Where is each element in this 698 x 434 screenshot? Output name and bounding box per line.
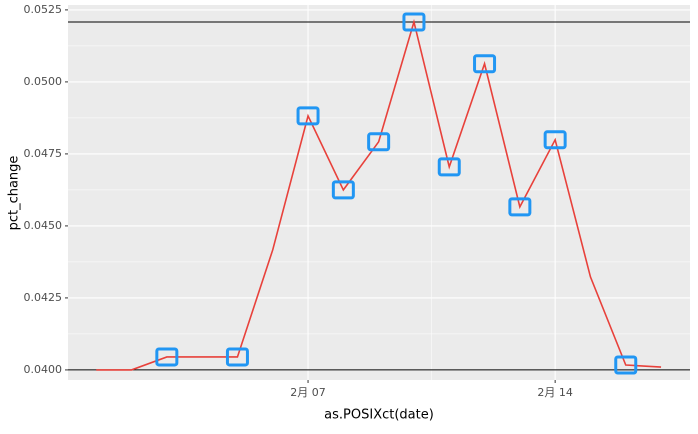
highlight-marker [331, 180, 355, 200]
highlight-marker [296, 106, 320, 126]
highlight-marker [437, 157, 461, 177]
highlight-marker [614, 355, 638, 375]
highlight-marker [508, 197, 532, 217]
highlight-marker [402, 12, 426, 32]
x-tick-label: 2月 14 [537, 386, 573, 399]
y-tick-label: 0.0425 [24, 291, 63, 304]
y-axis-title: pct_change [7, 156, 22, 231]
line [96, 18, 662, 371]
highlight-marker [155, 347, 179, 367]
y-tick-label: 0.0400 [24, 363, 63, 376]
plot-panel [68, 5, 690, 380]
highlight-marker [225, 347, 249, 367]
y-tick-label: 0.0450 [24, 219, 63, 232]
highlight-marker [543, 130, 567, 150]
x-tick-label: 2月 07 [290, 386, 326, 399]
y-tick-label: 0.0475 [24, 147, 63, 160]
x-axis-title: as.POSIXct(date) [324, 408, 434, 423]
highlight-marker [367, 132, 391, 152]
y-tick-label: 0.0500 [24, 75, 63, 88]
y-tick-label: 0.0525 [24, 3, 63, 16]
highlight-marker [473, 54, 497, 74]
